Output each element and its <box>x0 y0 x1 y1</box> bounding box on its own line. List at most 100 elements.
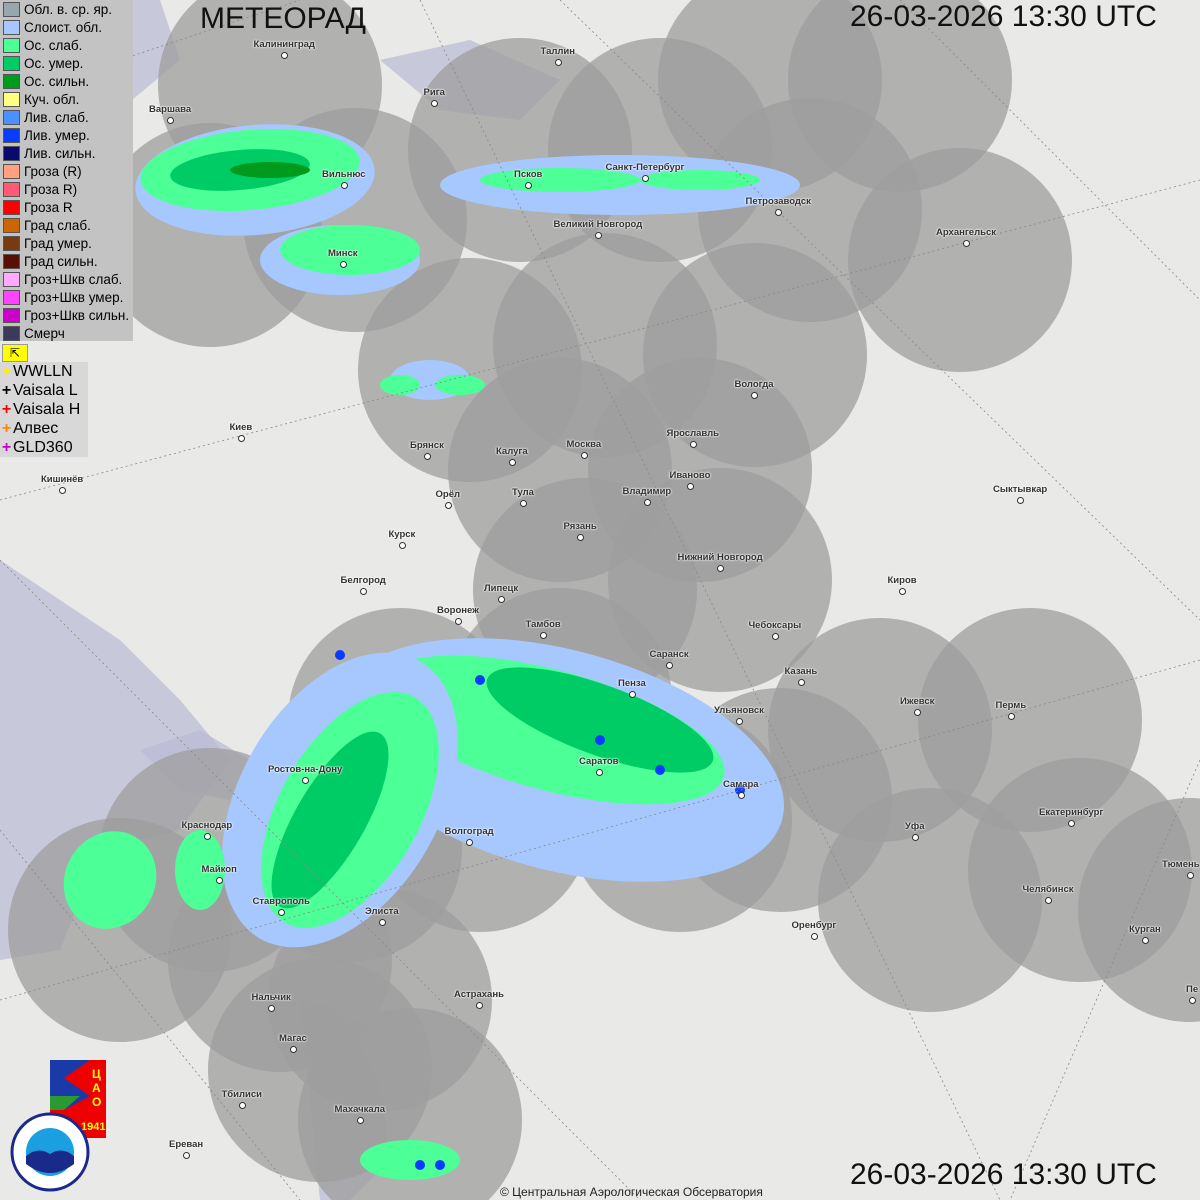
city-marker <box>341 182 348 189</box>
city-label: Челябинск <box>1022 884 1074 895</box>
city-marker <box>1189 997 1196 1004</box>
city-marker <box>290 1046 297 1053</box>
precipitation-area <box>360 1140 460 1180</box>
city-marker <box>360 588 367 595</box>
graticule-line <box>0 829 301 1200</box>
lightning-label: Vaisala L <box>13 381 78 399</box>
lightning-label: Алвес <box>13 419 59 437</box>
city-label: Псков <box>514 169 543 180</box>
lightning-network-item: + WWLLN <box>0 362 88 381</box>
city-marker <box>1008 713 1015 720</box>
city-marker <box>772 633 779 640</box>
city-marker <box>738 792 745 799</box>
city-label: Рязань <box>563 521 597 532</box>
legend-item: Ос. слаб. <box>0 36 133 54</box>
city-marker <box>736 718 743 725</box>
city-marker <box>238 435 245 442</box>
legend-item: Слоист. обл. <box>0 18 133 36</box>
legend-item: Гроз+Шкв сильн. <box>0 306 133 324</box>
svg-text:А: А <box>92 1081 101 1095</box>
city-label: Тамбов <box>525 619 561 630</box>
legend-label: Град слаб. <box>24 217 91 233</box>
legend-item: Лив. умер. <box>0 126 133 144</box>
svg-text:1941: 1941 <box>81 1121 105 1133</box>
legend-swatch <box>3 181 20 197</box>
legend-item: Смерч <box>0 324 133 342</box>
legend-label: Град умер. <box>24 235 92 251</box>
city-marker <box>775 209 782 216</box>
cross-icon: + <box>1 438 12 456</box>
city-marker <box>690 441 697 448</box>
city-marker <box>555 59 562 66</box>
city-marker <box>1068 820 1075 827</box>
city-marker <box>914 709 921 716</box>
city-marker <box>1142 937 1149 944</box>
svg-text:О: О <box>92 1095 101 1109</box>
legend-item: Град слаб. <box>0 216 133 234</box>
legend-swatch <box>3 37 20 53</box>
city-label: Астрахань <box>454 989 504 1000</box>
legend-label: Ос. сильн. <box>24 73 90 89</box>
city-label: Москва <box>566 439 602 450</box>
legend-swatch <box>3 145 20 161</box>
svg-text:Ц: Ц <box>92 1067 101 1081</box>
precipitation-area <box>230 162 310 178</box>
city-label: Санкт-Петербург <box>605 162 685 173</box>
legend-label: Слоист. обл. <box>24 19 103 35</box>
city-marker <box>540 632 547 639</box>
city-marker <box>455 618 462 625</box>
legend-swatch <box>3 289 20 305</box>
city-label: Орёл <box>435 489 461 500</box>
city-marker <box>717 565 724 572</box>
city-label: Ярославль <box>666 428 720 439</box>
city-marker <box>399 542 406 549</box>
city-label: Липецк <box>484 583 519 594</box>
datetime-top: 26-03-2026 13:30 UTC <box>850 0 1157 33</box>
city-marker <box>204 833 211 840</box>
copyright: © Центральная Аэрологическая Обсерватори… <box>500 1185 763 1199</box>
legend-item: Град умер. <box>0 234 133 252</box>
flag-icon[interactable]: ⇱ <box>2 344 28 362</box>
legend-swatch <box>3 199 20 215</box>
city-label: Ижевск <box>900 696 935 707</box>
city-marker <box>963 240 970 247</box>
legend-label: Ос. слаб. <box>24 37 83 53</box>
city-label: Майкоп <box>201 864 237 875</box>
legend-swatch <box>3 1 20 17</box>
cross-icon: + <box>1 362 12 380</box>
legend-swatch <box>3 109 20 125</box>
city-marker <box>629 691 636 698</box>
legend-swatch <box>3 19 20 35</box>
city-marker <box>1045 897 1052 904</box>
city-label: Пенза <box>618 678 646 689</box>
city-marker <box>811 933 818 940</box>
legend-swatch <box>3 271 20 287</box>
city-label: Элиста <box>365 906 399 917</box>
city-label: Ульяновск <box>714 705 764 716</box>
city-marker <box>577 534 584 541</box>
city-label: Нальчик <box>251 992 291 1003</box>
shower-cell <box>335 650 345 660</box>
lightning-legend: + WWLLN + Vaisala L + Vaisala H + Алвес + GLD360 <box>0 362 88 457</box>
legend-label: Смерч <box>24 325 65 341</box>
city-label: Чебоксары <box>748 620 802 631</box>
city-marker <box>899 588 906 595</box>
city-label: Калуга <box>496 446 528 457</box>
legend-label: Гроз+Шкв умер. <box>24 289 124 305</box>
city-label: Волгоград <box>444 826 494 837</box>
legend-item: Обл. в. ср. яр. <box>0 0 133 18</box>
city-label: Оренбург <box>791 920 837 931</box>
legend-swatch <box>3 55 20 71</box>
city-label: Саратов <box>579 756 619 767</box>
city-marker <box>466 839 473 846</box>
legend-label: Гроза (R) <box>24 163 82 179</box>
city-marker <box>268 1005 275 1012</box>
city-marker <box>59 487 66 494</box>
legend-label: Гроза R) <box>24 181 78 197</box>
city-marker <box>751 392 758 399</box>
cross-icon: + <box>1 400 12 418</box>
legend-item: Гроза R <box>0 198 133 216</box>
shower-cell <box>475 675 485 685</box>
